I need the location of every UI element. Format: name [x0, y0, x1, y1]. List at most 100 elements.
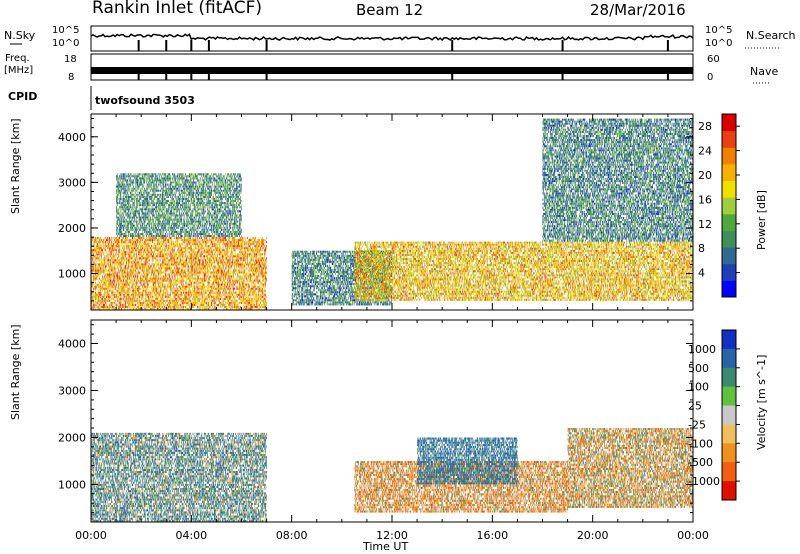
power-echo-cell — [157, 263, 158, 265]
power-echo-cell — [128, 241, 129, 243]
power-echo-cell — [136, 294, 137, 296]
power-echo-cell — [131, 267, 132, 269]
power-echo-cell — [129, 257, 130, 259]
power-echo-cell — [92, 296, 93, 298]
power-echo-cell — [107, 296, 108, 298]
power-echo-cell — [149, 259, 150, 261]
power-echo-cell — [174, 243, 175, 245]
power-echo-cell — [92, 265, 93, 267]
power-echo-cell — [147, 274, 148, 276]
power-echo-cell — [124, 274, 125, 276]
power-echo-cell — [129, 247, 130, 249]
power-echo-cell — [145, 300, 146, 302]
power-echo-cell — [164, 263, 165, 265]
power-echo-cell — [102, 259, 103, 261]
rti-plot: 1000200030004000481216202428100020003000… — [0, 0, 800, 554]
power-echo-cell — [145, 257, 146, 259]
power-echo-cell — [181, 284, 182, 286]
power-echo-cell — [92, 243, 93, 245]
power-echo-cell — [100, 302, 101, 304]
power-echo-cell — [179, 296, 180, 298]
power-echo-cell — [121, 237, 122, 239]
power-echo-cell — [94, 278, 95, 280]
power-echo-cell — [136, 304, 137, 306]
power-echo-cell — [162, 247, 163, 249]
power-echo-cell — [144, 253, 145, 255]
power-echo-cell — [108, 274, 109, 276]
power-echo-cell — [121, 276, 122, 278]
power-echo-cell — [119, 259, 120, 261]
power-echo-cell — [100, 263, 101, 265]
power-echo-cell — [113, 274, 114, 276]
power-echo-cell — [99, 270, 100, 272]
power-echo-cell — [161, 278, 162, 280]
power-echo-cell — [127, 243, 128, 245]
power-echo-cell — [146, 259, 147, 261]
power-echo-cell — [149, 265, 150, 267]
power-echo-cell — [112, 288, 113, 290]
power-echo-cell — [128, 243, 129, 245]
power-echo-cell — [131, 251, 132, 253]
power-echo-cell — [104, 241, 105, 243]
power-echo-cell — [184, 251, 185, 253]
power-echo-cell — [129, 265, 130, 267]
power-echo-cell — [110, 280, 111, 282]
power-echo-cell — [135, 243, 136, 245]
power-echo-cell — [171, 241, 172, 243]
power-echo-cell — [166, 247, 167, 249]
power-echo-cell — [122, 251, 123, 253]
power-echo-cell — [131, 300, 132, 302]
power-echo-cell — [123, 302, 124, 304]
power-echo-cell — [127, 306, 128, 308]
power-echo-cell — [115, 278, 116, 280]
power-echo-cell — [154, 280, 155, 282]
power-echo-cell — [124, 300, 125, 302]
power-echo-cell — [113, 276, 114, 278]
power-echo-cell — [113, 284, 114, 286]
power-echo-cell — [104, 278, 105, 280]
power-echo-cell — [159, 263, 160, 265]
power-echo-cell — [104, 259, 105, 261]
power-echo-cell — [107, 298, 108, 300]
power-echo-cell — [159, 257, 160, 259]
power-echo-cell — [141, 257, 142, 259]
power-echo-cell — [183, 274, 184, 276]
power-echo-cell — [163, 302, 164, 304]
power-echo-cell — [114, 306, 115, 308]
power-echo-cell — [136, 272, 137, 274]
power-echo-cell — [161, 296, 162, 298]
power-echo-cell — [108, 282, 109, 284]
power-echo-cell — [119, 245, 120, 247]
power-echo-cell — [97, 302, 98, 304]
power-echo-cell — [174, 247, 175, 249]
power-echo-cell — [106, 294, 107, 296]
power-echo-cell — [169, 276, 170, 278]
power-echo-cell — [124, 292, 125, 294]
power-echo-cell — [154, 306, 155, 308]
power-echo-cell — [158, 286, 159, 288]
power-echo-cell — [180, 251, 181, 253]
power-echo-cell — [147, 276, 148, 278]
power-echo-cell — [182, 302, 183, 304]
power-echo-cell — [163, 284, 164, 286]
power-echo-cell — [178, 304, 179, 306]
power-echo-cell — [185, 267, 186, 269]
power-echo-cell — [94, 288, 95, 290]
power-echo-cell — [136, 280, 137, 282]
power-echo-cell — [99, 237, 100, 239]
power-echo-cell — [178, 280, 179, 282]
power-echo-cell — [100, 290, 101, 292]
power-echo-cell — [184, 286, 185, 288]
power-echo-cell — [184, 294, 185, 296]
power-echo-cell — [125, 270, 126, 272]
power-echo-cell — [138, 251, 139, 253]
power-echo-cell — [151, 265, 152, 267]
power-echo-cell — [131, 294, 132, 296]
power-echo-cell — [115, 288, 116, 290]
power-echo-cell — [129, 290, 130, 292]
power-echo-cell — [186, 288, 187, 290]
power-echo-cell — [168, 286, 169, 288]
power-echo-cell — [151, 290, 152, 292]
power-echo-cell — [97, 239, 98, 241]
power-echo-cell — [148, 274, 149, 276]
